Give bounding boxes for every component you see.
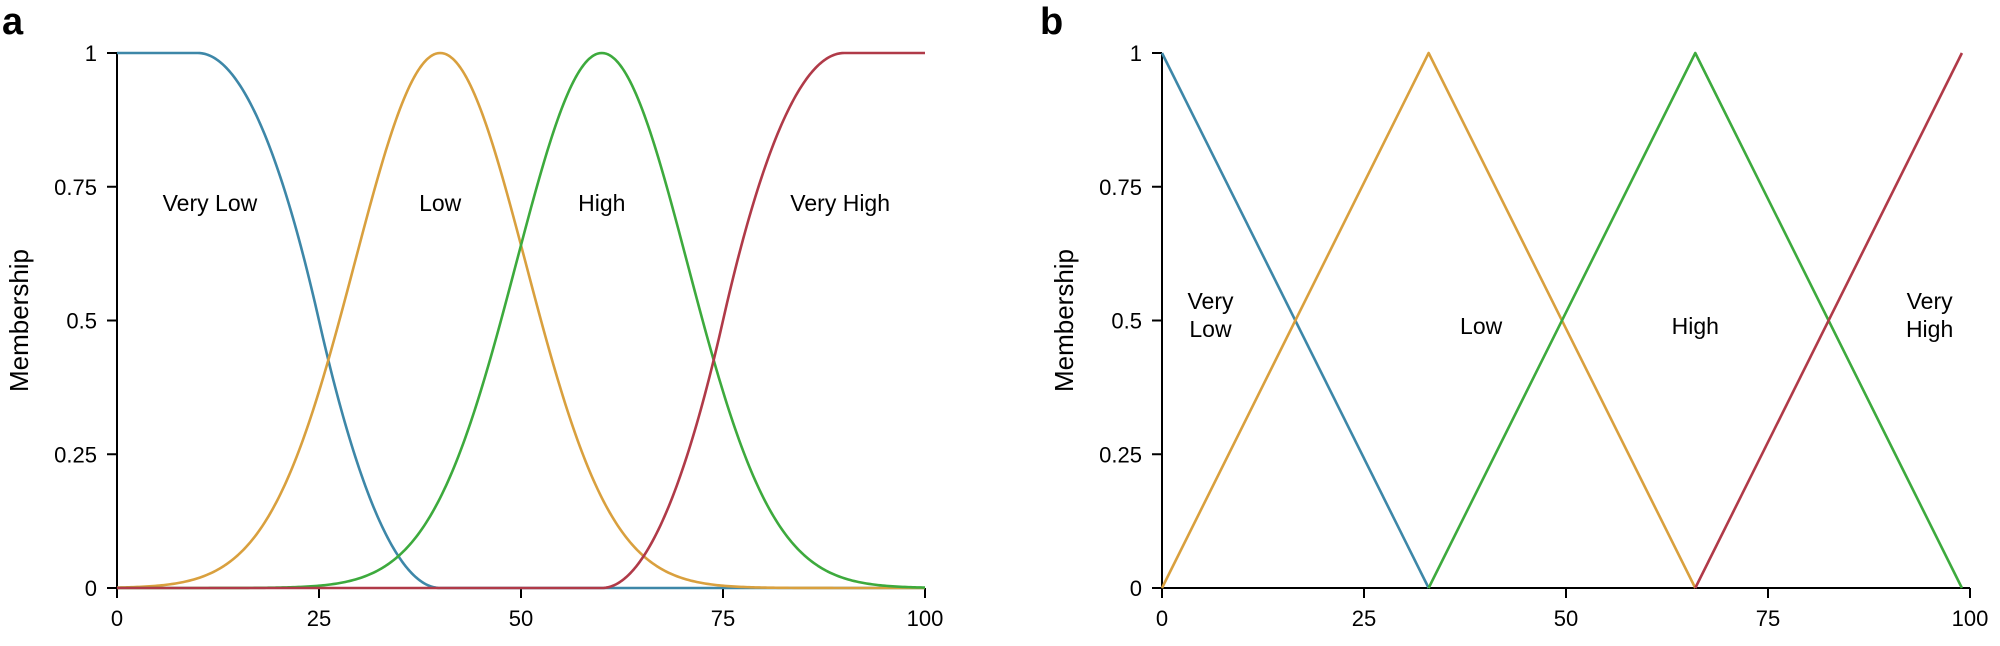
series-label-b-low: Low: [1460, 313, 1503, 339]
series-line-b-low: [1160, 51, 1697, 589]
x-tick-label-a-50: 50: [509, 606, 533, 631]
x-tick-label-b-75: 75: [1756, 606, 1780, 631]
series-label-a-low: Low: [419, 190, 462, 216]
x-tick-label-a-100: 100: [907, 606, 944, 631]
x-tick-label-b-50: 50: [1554, 606, 1578, 631]
series-label-b-high: High: [1672, 313, 1719, 339]
y-tick-label-a-0-25: 0.25: [54, 442, 97, 467]
y-tick-label-a-0: 0: [85, 576, 97, 601]
y-tick-label-a-0-75: 0.75: [54, 175, 97, 200]
y-tick-label-a-0-5: 0.5: [66, 309, 97, 334]
y-tick-label-a-1: 1: [85, 41, 97, 66]
y-axis-label-b: Membership: [1049, 249, 1079, 392]
y-tick-label-b-0-5: 0.5: [1111, 309, 1142, 334]
series-line-b-high: [1427, 51, 1964, 589]
x-tick-label-b-100: 100: [1952, 606, 1989, 631]
y-tick-label-b-1: 1: [1130, 41, 1142, 66]
series-label-b-very-low-line-2: Low: [1189, 316, 1232, 342]
y-tick-label-b-0-25: 0.25: [1099, 442, 1142, 467]
series-label-b-very-high-line-1: Very: [1907, 288, 1954, 314]
series-line-a-very-high: [117, 51, 925, 590]
y-tick-label-b-0: 0: [1130, 576, 1142, 601]
y-tick-label-b-0-75: 0.75: [1099, 175, 1142, 200]
series-label-a-very-high: Very High: [790, 190, 890, 216]
series-line-a-low: [116, 51, 925, 590]
x-tick-label-a-75: 75: [711, 606, 735, 631]
chart-panel-a: 0 25 50 75 100 0 0.25 0.5 0.75 1 Membership Very Lo…: [4, 41, 943, 631]
series-label-a-very-low: Very Low: [163, 190, 258, 216]
y-axis-label-a: Membership: [4, 249, 34, 392]
series-line-b-very-high: [1694, 52, 1964, 589]
series-line-a-very-low: [117, 51, 925, 590]
series-line-a-high: [117, 51, 926, 590]
x-tick-label-a-0: 0: [111, 606, 123, 631]
x-tick-label-a-25: 25: [307, 606, 331, 631]
panel-letter-a: a: [2, 1, 24, 43]
x-tick-label-b-25: 25: [1352, 606, 1376, 631]
series-label-b-very-low-line-1: Very: [1187, 288, 1234, 314]
series-label-a-high: High: [578, 190, 625, 216]
series-label-b-very-high-line-2: High: [1906, 316, 1953, 342]
panel-letter-b: b: [1040, 1, 1063, 43]
x-tick-label-b-0: 0: [1156, 606, 1168, 631]
